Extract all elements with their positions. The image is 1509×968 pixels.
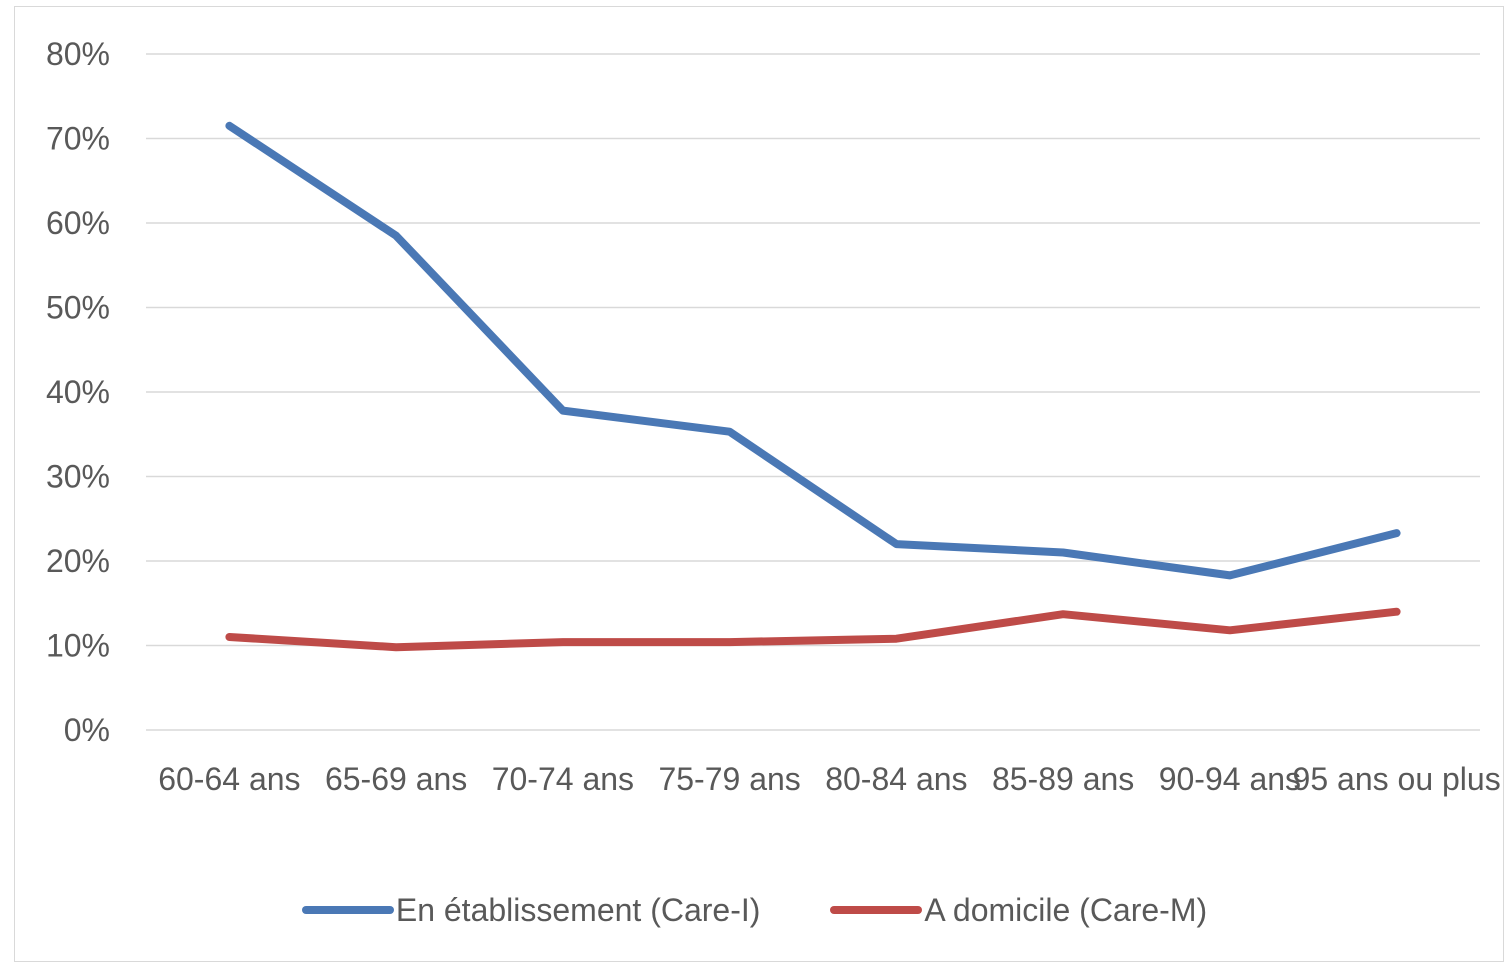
y-tick-label: 20% [46, 543, 110, 579]
x-tick-label: 65-69 ans [325, 761, 467, 797]
x-tick-label: 90-94 ans [1159, 761, 1301, 797]
y-tick-label: 80% [46, 36, 110, 72]
series-line-0 [225, 121, 1401, 580]
x-tick-label: 95 ans ou plus [1293, 761, 1501, 797]
x-tick-label: 75-79 ans [658, 761, 800, 797]
legend: En établissement (Care-I) A domicile (Ca… [0, 882, 1509, 938]
series-lines [225, 121, 1401, 652]
legend-swatch-series-1 [830, 906, 923, 914]
y-tick-label: 50% [46, 290, 110, 326]
x-tick-label: 60-64 ans [158, 761, 300, 797]
y-tick-label: 0% [64, 712, 110, 748]
chart-frame [14, 6, 1504, 962]
y-tick-label: 30% [46, 459, 110, 495]
y-axis-ticks: 0% 10% 20% 30% 40% 50% 60% 70% 80% [46, 36, 110, 748]
series-line-1 [225, 607, 1401, 652]
legend-label-series-0: En établissement (Care-I) [395, 891, 761, 928]
x-axis-ticks: 60-64 ans 65-69 ans 70-74 ans 75-79 ans 80-8… [158, 761, 1500, 797]
x-tick-label: 85-89 ans [992, 761, 1134, 797]
legend-item-series-0: En établissement (Care-I) [301, 891, 761, 929]
y-tick-label: 40% [46, 374, 110, 410]
y-tick-label: 10% [46, 628, 110, 664]
y-tick-label: 70% [46, 121, 110, 157]
legend-swatch-series-0 [301, 906, 394, 914]
x-tick-label: 70-74 ans [492, 761, 634, 797]
y-tick-label: 60% [46, 205, 110, 241]
x-tick-label: 80-84 ans [825, 761, 967, 797]
legend-label-series-1: A domicile (Care-M) [924, 891, 1208, 928]
legend-item-series-1: A domicile (Care-M) [830, 892, 1207, 929]
